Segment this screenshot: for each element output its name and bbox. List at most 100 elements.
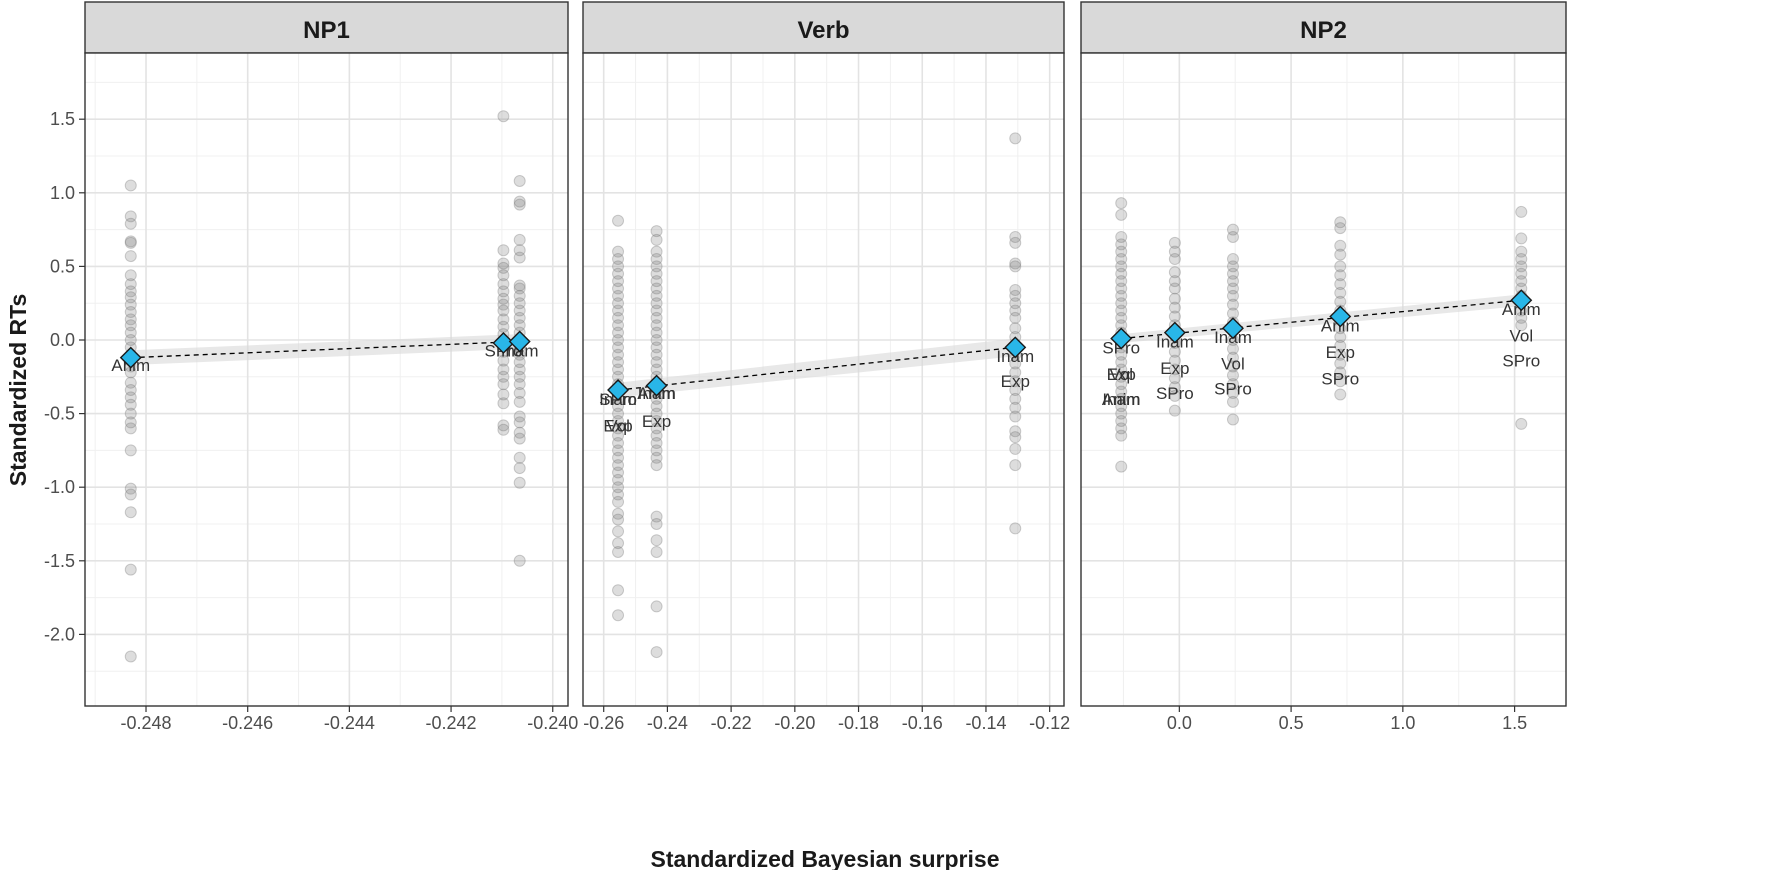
condition-label: Exp [603, 416, 632, 435]
condition-label: Vol [1221, 355, 1245, 374]
data-point [1334, 331, 1347, 344]
data-point [497, 257, 510, 270]
data-point [124, 488, 137, 501]
condition-label: Vol [1509, 327, 1533, 346]
data-point [1115, 289, 1128, 302]
condition-label: Vol [1109, 365, 1133, 384]
data-point [650, 545, 663, 558]
data-point [1009, 425, 1022, 438]
data-point [1515, 311, 1528, 324]
data-point [1226, 395, 1239, 408]
data-point [497, 313, 510, 326]
data-point [513, 289, 526, 302]
data-point [124, 319, 137, 332]
data-point [1226, 260, 1239, 273]
data-point [1009, 375, 1022, 388]
data-point [497, 378, 510, 391]
data-point [497, 110, 510, 123]
data-point [513, 386, 526, 399]
data-point [497, 292, 510, 305]
data-point [1009, 410, 1022, 423]
data-point [1226, 253, 1239, 266]
data-point [513, 311, 526, 324]
data-point [1226, 282, 1239, 295]
x-tick-label: -0.12 [1029, 713, 1070, 733]
data-point [1115, 407, 1128, 420]
data-point [650, 233, 663, 246]
data-point [513, 304, 526, 317]
data-point [650, 356, 663, 369]
y-tick-label: 1.5 [50, 109, 75, 129]
data-point [1115, 230, 1128, 243]
data-point [612, 253, 625, 266]
data-point [124, 179, 137, 192]
data-point [1115, 422, 1128, 435]
x-tick-label: -0.14 [965, 713, 1006, 733]
data-point [650, 348, 663, 361]
data-point [1009, 230, 1022, 243]
data-point [1334, 375, 1347, 388]
data-point [513, 395, 526, 408]
data-point [612, 414, 625, 427]
data-point [1009, 260, 1022, 273]
data-point [1226, 289, 1239, 302]
data-point [612, 341, 625, 354]
data-point [513, 282, 526, 295]
data-point [650, 275, 663, 288]
data-point [1226, 342, 1239, 355]
data-point [612, 304, 625, 317]
data-point [1115, 370, 1128, 383]
data-point [1334, 348, 1347, 361]
data-point [612, 473, 625, 486]
data-point [612, 356, 625, 369]
data-point [612, 297, 625, 310]
data-point [650, 297, 663, 310]
data-point [124, 482, 137, 495]
x-tick-label: -0.20 [774, 713, 815, 733]
data-point [1009, 401, 1022, 414]
data-point [1226, 386, 1239, 399]
data-point [650, 245, 663, 258]
data-point [650, 225, 663, 238]
x-tick-label: 0.0 [1167, 713, 1192, 733]
data-point [497, 298, 510, 311]
data-point [650, 304, 663, 317]
data-point [1115, 392, 1128, 405]
data-point [1009, 132, 1022, 145]
data-point [1115, 260, 1128, 273]
data-point [1168, 372, 1181, 385]
y-tick-label: 0.5 [50, 256, 75, 276]
plot-background [85, 53, 568, 706]
data-point [513, 416, 526, 429]
x-tick-label: -0.22 [711, 713, 752, 733]
data-point [1515, 319, 1528, 332]
data-point [513, 432, 526, 445]
data-point [1334, 239, 1347, 252]
data-point [1168, 236, 1181, 249]
x-tick-label: -0.18 [838, 713, 879, 733]
data-point [650, 400, 663, 413]
x-tick-label: -0.244 [324, 713, 375, 733]
data-point [124, 334, 137, 346]
regression-line [1121, 299, 1522, 340]
data-point [1115, 460, 1128, 473]
x-tick-label: 1.0 [1390, 713, 1415, 733]
data-point [124, 384, 137, 397]
condition-label: Exp [1001, 372, 1030, 391]
data-point [612, 245, 625, 258]
data-point [1115, 311, 1128, 324]
data-point [1115, 208, 1128, 221]
data-point [124, 563, 137, 576]
data-point [612, 214, 625, 227]
data-point [650, 326, 663, 339]
data-point [1515, 275, 1528, 288]
data-point [513, 426, 526, 439]
data-point [1115, 356, 1128, 369]
data-point [513, 175, 526, 188]
data-point [650, 451, 663, 464]
y-tick-label: -1.0 [44, 477, 75, 497]
data-point [1334, 269, 1347, 282]
data-point [1115, 385, 1128, 398]
data-point [497, 419, 510, 432]
data-point [1226, 378, 1239, 391]
